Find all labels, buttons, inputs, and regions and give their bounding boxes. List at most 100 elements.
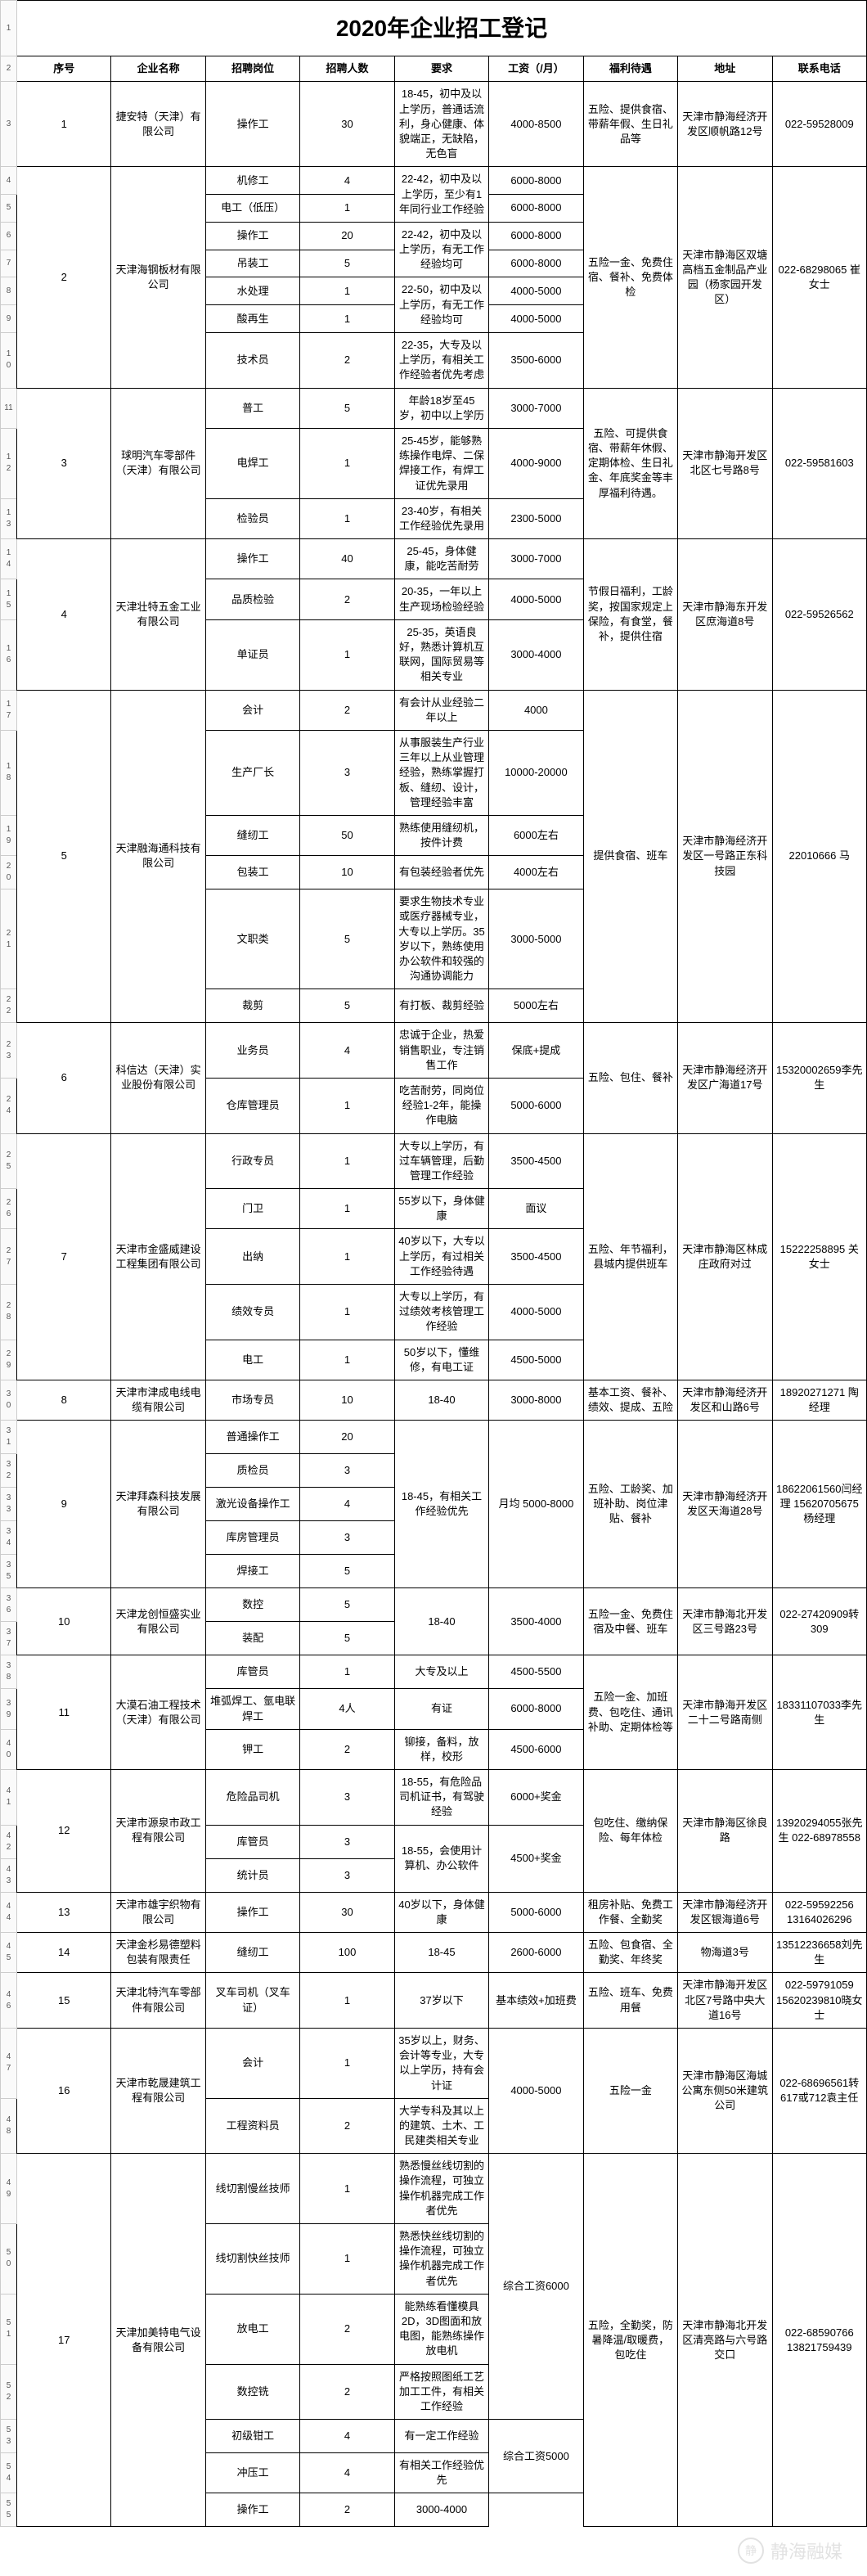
salary: 4000左右 xyxy=(489,856,583,889)
row-index: 23 xyxy=(1,1023,17,1079)
company-name: 天津壮特五金工业有限公司 xyxy=(111,539,205,691)
position: 缝纫工 xyxy=(205,815,299,855)
row-index: 8 xyxy=(1,277,17,305)
position: 工程资料员 xyxy=(205,2098,299,2154)
requirement: 40岁以下，身体健康 xyxy=(394,1892,488,1932)
benefit: 五险、提供食宿、带薪年假、生日礼品等 xyxy=(583,82,677,167)
page-title: 2020年企业招工登记 xyxy=(17,1,867,56)
company-no: 6 xyxy=(17,1023,111,1133)
watermark-icon: 静 xyxy=(738,2538,764,2564)
row-index: 54 xyxy=(1,2453,17,2493)
position: 库管员 xyxy=(205,1825,299,1858)
requirement: 23-40岁，有相关工作经验优先录用 xyxy=(394,498,488,538)
position: 仓库管理员 xyxy=(205,1078,299,1133)
salary: 4000-5000 xyxy=(489,305,583,333)
telephone: 022-59526562 xyxy=(772,539,867,691)
count: 4 xyxy=(300,1023,394,1079)
salary: 3000-8000 xyxy=(489,1380,583,1420)
salary: 10000-20000 xyxy=(489,730,583,815)
company-no: 12 xyxy=(17,1770,111,1893)
position: 电工（低压） xyxy=(205,195,299,223)
position: 操作工 xyxy=(205,2493,299,2527)
row-index: 38 xyxy=(1,1655,17,1689)
row-index: 28 xyxy=(1,1285,17,1340)
count: 3 xyxy=(300,730,394,815)
requirement: 大学专科及其以上的建筑、土木、工民建类相关专业 xyxy=(394,2098,488,2154)
position: 市场专员 xyxy=(205,1380,299,1420)
salary: 综合工资5000 xyxy=(489,2420,583,2493)
position: 焊接工 xyxy=(205,1555,299,1588)
requirement: 55岁以下，身体健康 xyxy=(394,1189,488,1229)
requirement: 吃苦耐劳，同岗位经验1-2年，能操作电脑 xyxy=(394,1078,488,1133)
company-no: 15 xyxy=(17,1973,111,2029)
requirement: 50岁以下，懂维修，有电工证 xyxy=(394,1340,488,1380)
col-header-salary: 工资（/月） xyxy=(489,56,583,82)
address: 天津市静海开发区北区七号路8号 xyxy=(678,388,772,539)
count: 1 xyxy=(300,1189,394,1229)
count: 1 xyxy=(300,1078,394,1133)
benefit: 五险一金、免费住宿、餐补、免费体检 xyxy=(583,167,677,388)
salary: 2600-6000 xyxy=(489,1933,583,1973)
position: 质检员 xyxy=(205,1454,299,1488)
requirement: 18-55，有危险品司机证书，有驾驶经验 xyxy=(394,1770,488,1826)
position: 叉车司机（叉车证） xyxy=(205,1973,299,2029)
salary: 4000-5000 xyxy=(489,277,583,305)
count: 1 xyxy=(300,1340,394,1380)
count: 10 xyxy=(300,856,394,889)
telephone: 22010666 马 xyxy=(772,690,867,1023)
position: 危险品司机 xyxy=(205,1770,299,1826)
position: 电工 xyxy=(205,1340,299,1380)
position: 放电工 xyxy=(205,2294,299,2364)
requirement: 熟悉慢丝线切割的操作流程，可独立操作机器完成工作者优先 xyxy=(394,2154,488,2224)
company-name: 天津市金盛威建设工程集团有限公司 xyxy=(111,1133,205,1380)
requirement: 熟悉快丝线切割的操作流程，可独立操作机器完成工作者优先 xyxy=(394,2224,488,2295)
position: 普通操作工 xyxy=(205,1421,299,1454)
position: 激光设备操作工 xyxy=(205,1488,299,1521)
telephone: 022-68696561转617或712袁主任 xyxy=(772,2028,867,2153)
telephone: 18622061560闫经理 15620705675杨经理 xyxy=(772,1421,867,1588)
recruitment-table: 12020年企业招工登记2序号企业名称招聘岗位招聘人数要求工资（/月）福利待遇地… xyxy=(0,0,867,2527)
count: 3 xyxy=(300,1858,394,1892)
count: 1 xyxy=(300,1285,394,1340)
count: 100 xyxy=(300,1933,394,1973)
benefit: 节假日福利，工龄奖，按国家规定上保险，有食堂，餐补，提供住宿 xyxy=(583,539,677,691)
row-index: 31 xyxy=(1,1421,17,1454)
position: 酸再生 xyxy=(205,305,299,333)
company-name: 天津市乾晟建筑工程有限公司 xyxy=(111,2028,205,2153)
benefit: 五险、工龄奖、加班补助、岗位津贴、餐补 xyxy=(583,1421,677,1588)
row-index: 34 xyxy=(1,1521,17,1555)
position: 数控 xyxy=(205,1588,299,1622)
row-index: 42 xyxy=(1,1825,17,1858)
address: 天津市静海北开发区清亮路与六号路交口 xyxy=(678,2154,772,2527)
requirement: 25-45岁，能够熟练操作电焊、二保焊接工作，有焊工证优先录用 xyxy=(394,428,488,498)
count: 5 xyxy=(300,250,394,277)
row-index: 43 xyxy=(1,1858,17,1892)
count: 1 xyxy=(300,1973,394,2029)
col-header-tel: 联系电话 xyxy=(772,56,867,82)
count: 1 xyxy=(300,195,394,223)
row-index: 37 xyxy=(1,1622,17,1655)
company-name: 天津市津成电线电缆有限公司 xyxy=(111,1380,205,1420)
position: 品质检验 xyxy=(205,579,299,619)
row-index: 22 xyxy=(1,989,17,1023)
requirement: 20-35，一年以上生产现场检验经验 xyxy=(394,579,488,619)
benefit: 五险、包食宿、全勤奖、年终奖 xyxy=(583,1933,677,1973)
row-index: 29 xyxy=(1,1340,17,1380)
requirement: 22-42，初中及以上学历，至少有1年同行业工作经验 xyxy=(394,167,488,223)
count: 4 xyxy=(300,1488,394,1521)
position: 吊装工 xyxy=(205,250,299,277)
salary: 4000 xyxy=(489,690,583,730)
row-index: 53 xyxy=(1,2420,17,2453)
requirement: 18-45，初中及以上学历，普通话流利，身心健康、体貌端正，无缺陷，无色盲 xyxy=(394,82,488,167)
salary: 4500+奖金 xyxy=(489,1825,583,1892)
telephone: 022-68298065 崔女士 xyxy=(772,167,867,388)
requirement: 有会计从业经验二年以上 xyxy=(394,690,488,730)
requirement: 25-35，英语良好，熟悉计算机互联网，国际贸易等相关专业 xyxy=(394,619,488,690)
row-index: 20 xyxy=(1,856,17,889)
count: 20 xyxy=(300,222,394,250)
position: 生产厂长 xyxy=(205,730,299,815)
company-name: 天津龙创恒盛实业有限公司 xyxy=(111,1588,205,1655)
count: 10 xyxy=(300,1380,394,1420)
position: 门卫 xyxy=(205,1189,299,1229)
salary: 6000+奖金 xyxy=(489,1770,583,1826)
